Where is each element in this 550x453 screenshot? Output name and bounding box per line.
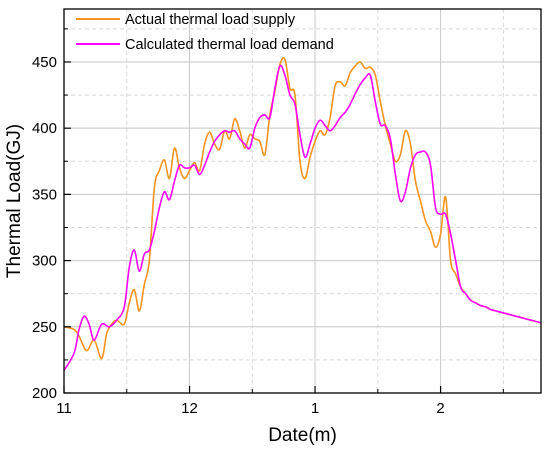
y-axis-title: Thermal Load(GJ) <box>4 124 25 278</box>
legend: Actual thermal load supply Calculated th… <box>76 12 334 53</box>
y-tick-label: 200 <box>32 385 57 402</box>
y-tick-label: 350 <box>32 186 57 203</box>
x-tick-label: 12 <box>181 400 198 417</box>
y-tick-label: 400 <box>32 120 57 137</box>
grid <box>64 9 541 393</box>
axis-ticks <box>63 28 504 394</box>
legend-label-actual: Actual thermal load supply <box>125 12 296 28</box>
x-tick-label: 2 <box>436 400 444 417</box>
series-line-actual <box>64 56 541 360</box>
x-tick-label: 11 <box>56 400 72 417</box>
series-line-calculated <box>64 64 541 371</box>
legend-label-calculated: Calculated thermal load demand <box>125 37 334 53</box>
y-tick-label: 450 <box>32 54 57 71</box>
y-tick-label: 250 <box>32 319 57 336</box>
plot-frame <box>63 8 542 394</box>
x-axis-title: Date(m) <box>268 425 337 446</box>
series-layer <box>64 56 541 371</box>
y-tick-label: 300 <box>32 253 57 270</box>
x-tick-label: 1 <box>311 400 319 417</box>
